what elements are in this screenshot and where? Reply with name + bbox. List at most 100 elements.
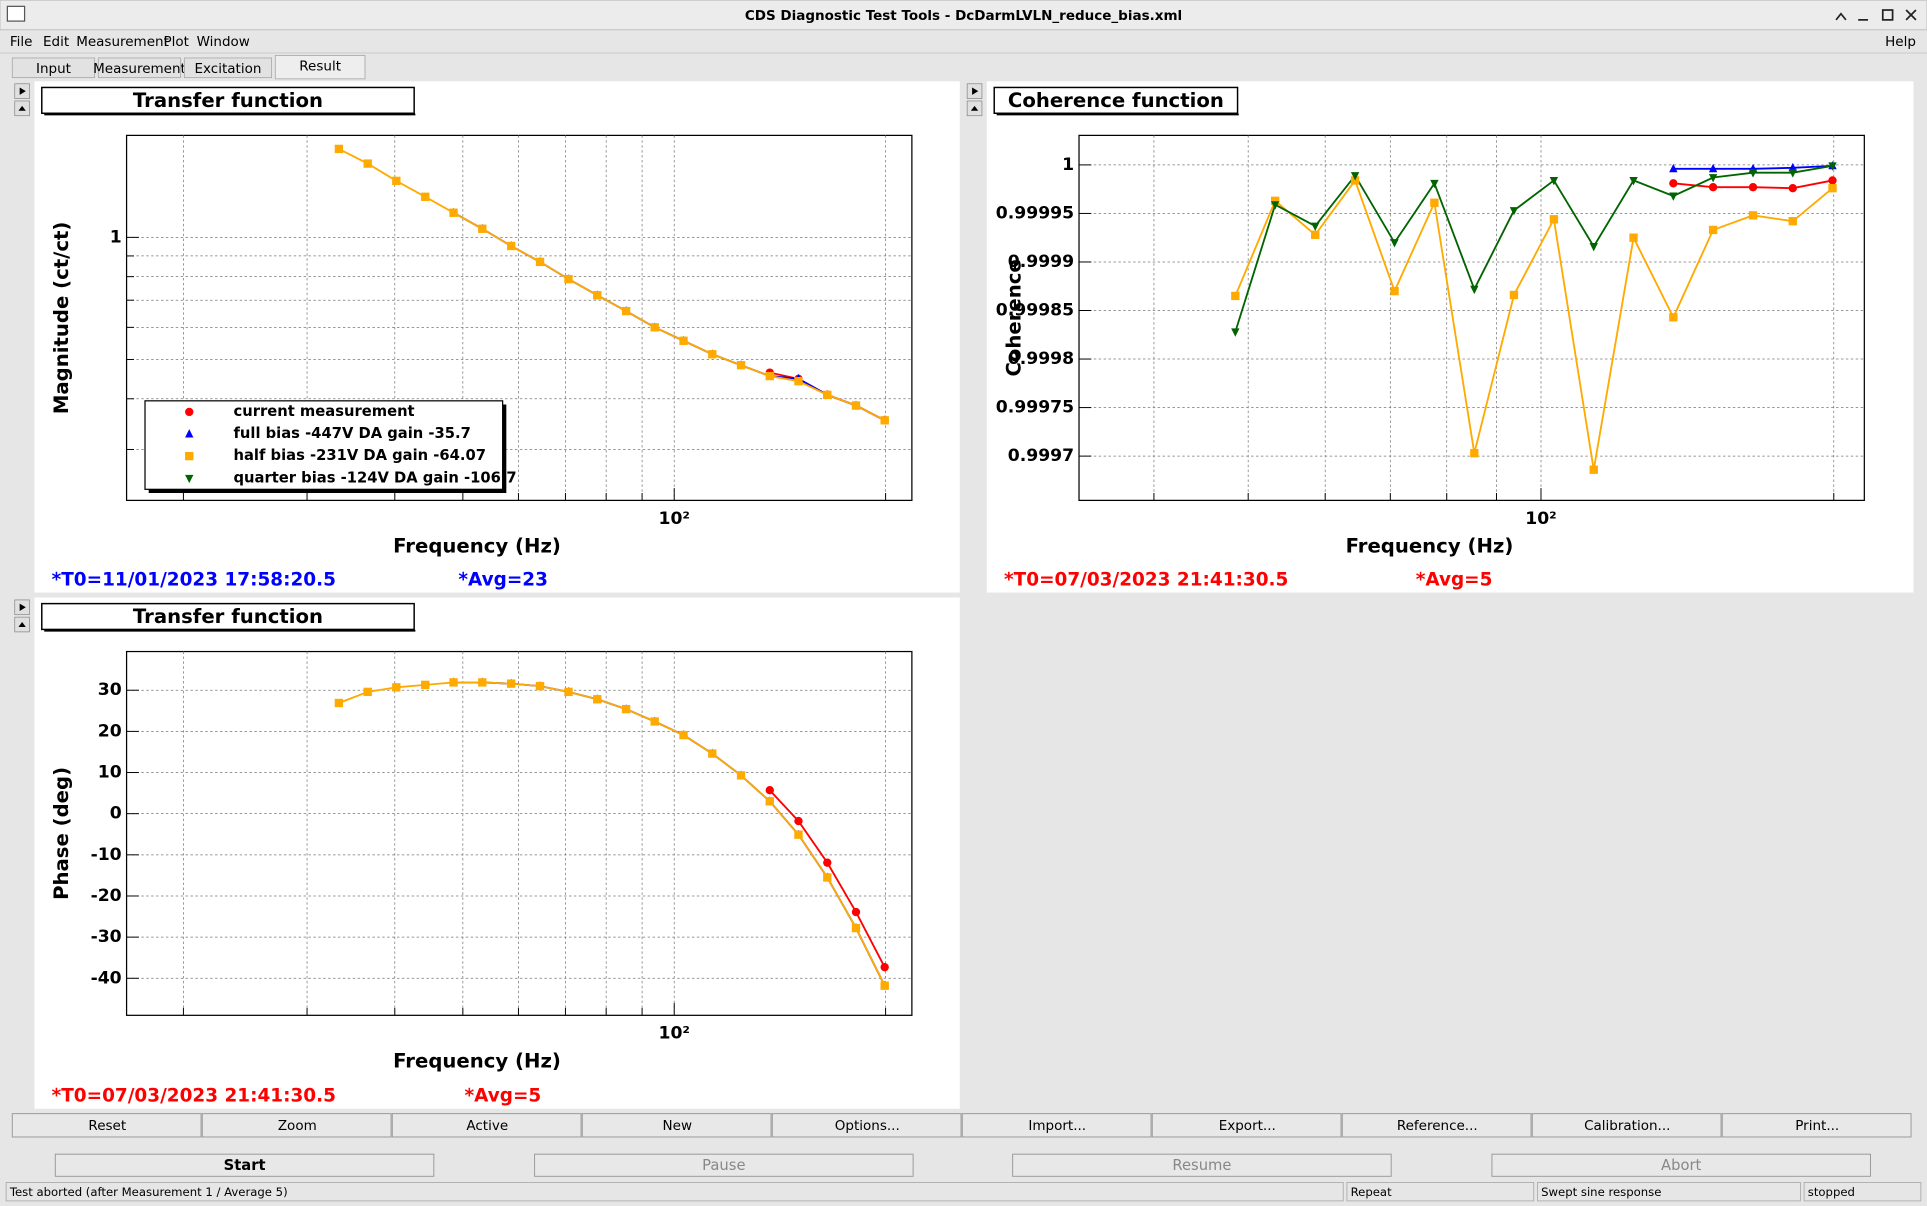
tab-label[interactable]: Result xyxy=(299,59,341,75)
marker xyxy=(1311,222,1320,231)
marker xyxy=(1350,172,1360,181)
marker xyxy=(736,771,746,780)
button[interactable] xyxy=(1531,1113,1722,1138)
marker xyxy=(794,830,803,839)
marker xyxy=(851,401,861,410)
tab[interactable] xyxy=(11,57,96,79)
button[interactable] xyxy=(54,1153,435,1177)
panel-title-box xyxy=(41,86,415,114)
marker xyxy=(507,241,516,251)
marker xyxy=(593,291,602,300)
plot-area xyxy=(1078,134,1865,501)
button-label[interactable]: Import... xyxy=(1028,1118,1086,1134)
button[interactable] xyxy=(1151,1113,1342,1138)
button[interactable] xyxy=(1491,1153,1871,1177)
y-tick-label: -30 xyxy=(91,927,122,947)
button[interactable] xyxy=(1012,1153,1392,1177)
window-title: CDS Diagnostic Test Tools - DcDarmLVLN_r… xyxy=(745,8,1182,24)
button[interactable] xyxy=(534,1153,914,1177)
button[interactable] xyxy=(1721,1113,1912,1138)
marker xyxy=(421,680,430,690)
button-label[interactable]: Print... xyxy=(1795,1118,1839,1134)
tab[interactable] xyxy=(97,57,182,79)
button[interactable] xyxy=(11,1113,202,1138)
button-label[interactable]: Pause xyxy=(702,1157,745,1174)
marker xyxy=(363,159,372,168)
menu-item[interactable]: Measurement xyxy=(76,34,169,50)
info-text: *T0=11/01/2023 17:58:20.5 xyxy=(52,569,336,590)
y-tick-label: 0.99985 xyxy=(996,301,1074,321)
marker xyxy=(1549,215,1559,224)
marker xyxy=(1231,328,1240,337)
menu-item[interactable]: File xyxy=(10,34,33,50)
marker xyxy=(1509,207,1519,216)
tab-label[interactable]: Measurement xyxy=(93,61,186,77)
button[interactable] xyxy=(391,1113,582,1138)
button-label[interactable]: Zoom xyxy=(278,1118,317,1134)
series-line xyxy=(338,148,886,422)
button[interactable] xyxy=(581,1113,772,1138)
marker xyxy=(1708,225,1718,235)
button-label[interactable]: Start xyxy=(224,1157,266,1174)
button-label[interactable]: Export... xyxy=(1219,1118,1276,1134)
marker xyxy=(621,704,631,714)
button-label[interactable]: Calibration... xyxy=(1584,1118,1670,1134)
legend-marker xyxy=(185,474,194,484)
button-label[interactable]: Resume xyxy=(1172,1157,1231,1174)
button-label[interactable]: Options... xyxy=(835,1118,900,1134)
legend-label: quarter bias -124V DA gain -106.7 xyxy=(234,469,517,486)
button[interactable] xyxy=(771,1113,962,1138)
legend-label: half bias -231V DA gain -64.07 xyxy=(234,447,487,464)
panel-title: Transfer function xyxy=(133,605,323,628)
status-field xyxy=(1803,1182,1922,1202)
info-text: *Avg=5 xyxy=(465,1085,542,1106)
marker xyxy=(593,695,602,704)
menu-item[interactable]: Window xyxy=(197,34,250,50)
button[interactable] xyxy=(1341,1113,1532,1138)
button-label[interactable]: Reset xyxy=(88,1118,126,1134)
plot-area xyxy=(125,650,913,1016)
marker xyxy=(679,730,688,740)
button-label[interactable]: Active xyxy=(466,1118,508,1134)
marker xyxy=(880,981,889,990)
marker xyxy=(478,678,487,687)
window-controls[interactable] xyxy=(1835,9,1917,21)
tab-label[interactable]: Input xyxy=(36,61,71,77)
button[interactable] xyxy=(201,1113,392,1138)
marker xyxy=(1708,174,1718,183)
marker xyxy=(478,224,487,233)
menu-item[interactable]: Plot xyxy=(163,34,188,50)
marker xyxy=(564,687,573,697)
marker xyxy=(1390,239,1399,248)
status-field xyxy=(5,1182,1344,1202)
marker xyxy=(1589,465,1598,474)
series-line xyxy=(1234,164,1833,333)
status-text: stopped xyxy=(1808,1185,1855,1199)
y-axis-label: Magnitude (ct/ct) xyxy=(50,222,73,415)
marker xyxy=(736,361,746,370)
button-label[interactable]: Abort xyxy=(1661,1157,1702,1174)
marker xyxy=(621,306,631,316)
tab[interactable] xyxy=(274,55,366,80)
marker xyxy=(1430,198,1439,207)
menu-item[interactable]: Help xyxy=(1885,34,1916,50)
marker xyxy=(1828,162,1837,171)
info-text: *T0=07/03/2023 21:41:30.5 xyxy=(1004,569,1288,590)
marker xyxy=(823,858,832,867)
marker xyxy=(421,192,430,201)
marker xyxy=(650,717,659,726)
marker xyxy=(1390,286,1399,296)
button[interactable] xyxy=(961,1113,1152,1138)
button-label[interactable]: Reference... xyxy=(1397,1118,1478,1134)
series-line xyxy=(1234,178,1834,470)
button-label[interactable]: New xyxy=(663,1118,692,1134)
marker xyxy=(1828,176,1837,185)
status-text: Repeat xyxy=(1351,1185,1392,1199)
marker xyxy=(507,679,516,688)
x-axis-label: Frequency (Hz) xyxy=(393,1050,561,1073)
tab[interactable] xyxy=(183,57,273,79)
marker xyxy=(880,416,889,425)
menu-item[interactable]: Edit xyxy=(43,34,69,50)
y-tick-label: 0.9999 xyxy=(1008,252,1074,272)
tab-label[interactable]: Excitation xyxy=(195,61,262,77)
